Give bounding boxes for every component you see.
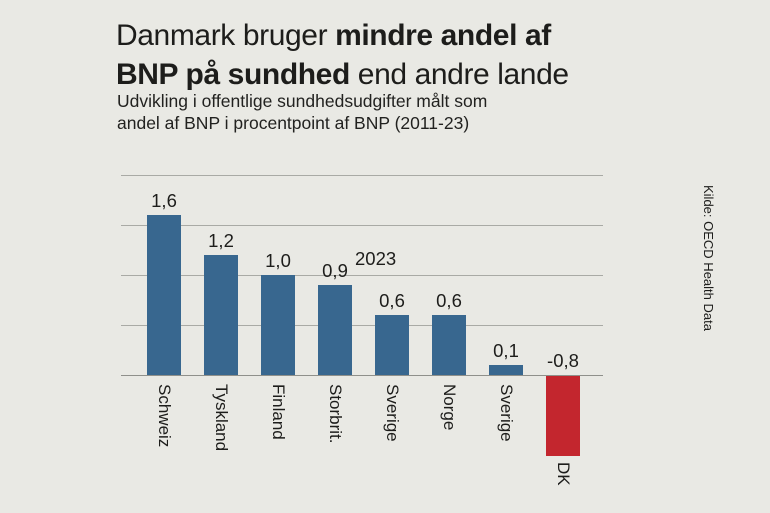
value-label: 0,9 (322, 260, 348, 281)
value-label: 1,2 (208, 230, 234, 251)
title-text-normal: end andre lande (349, 58, 569, 91)
chart-subtitle: Udvikling i offentlige sundhedsudgifter … (117, 91, 487, 134)
category-label: Storbrit. (326, 384, 345, 444)
value-label: 1,0 (265, 250, 291, 271)
bar-sverige-4 (375, 315, 409, 375)
x-axis-baseline (121, 375, 603, 376)
gridline (121, 175, 603, 176)
bar-norge-5 (432, 315, 466, 375)
bar-storbrit-3 (318, 285, 352, 375)
value-label: -0,8 (547, 350, 579, 371)
chart-title-line-1: Danmark bruger mindre andel af (116, 16, 569, 55)
value-label: 0,6 (379, 290, 405, 311)
category-label: Sverige (497, 384, 516, 442)
title-text-normal: Danmark bruger (116, 19, 336, 52)
chart-title: Danmark bruger mindre andel af BNP på su… (116, 16, 569, 94)
value-label: 0,6 (436, 290, 462, 311)
bar-schweiz-0 (147, 215, 181, 375)
source-credit: Kilde: OECD Health Data (701, 185, 716, 331)
category-label: Norge (440, 384, 459, 431)
chart-title-line-2: BNP på sundhed end andre lande (116, 55, 569, 94)
gridline (121, 325, 603, 326)
gridline (121, 275, 603, 276)
bar-sverige-6 (489, 365, 523, 375)
chart-subtitle-line-1: Udvikling i offentlige sundhedsudgifter … (117, 91, 488, 111)
bar-dk-7 (546, 376, 580, 456)
title-text-bold: mindre andel af (335, 19, 551, 52)
title-text-bold: BNP på sundhed (116, 58, 350, 91)
category-label: Sverige (383, 384, 402, 442)
category-label: Finland (269, 384, 288, 440)
bar-finland-2 (261, 275, 295, 375)
chart-subtitle-line-2: andel af BNP i procentpoint af BNP (2011… (117, 112, 470, 133)
gridline (121, 225, 603, 226)
value-label: 0,1 (493, 340, 519, 361)
bar-tyskland-1 (204, 255, 238, 375)
category-label: Tyskland (212, 384, 231, 452)
value-label: 1,6 (151, 190, 177, 211)
plot-area: 2023 1,6 Schweiz 1,2 Tyskland 1,0 Finland 0,9 S… (121, 175, 603, 486)
category-label: Schweiz (155, 384, 174, 448)
category-label: DK (554, 462, 573, 486)
year-annotation: 2023 (355, 248, 397, 269)
